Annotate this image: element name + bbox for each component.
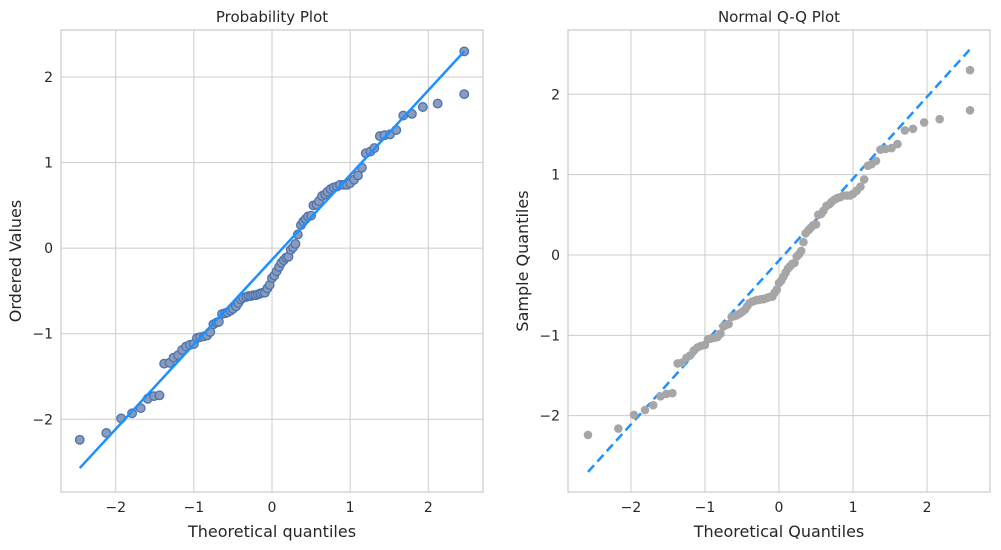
y-tick-label: 1	[44, 156, 53, 172]
x-tick-label: 0	[775, 500, 784, 516]
y-tick-label: −2	[32, 412, 53, 428]
data-point	[893, 139, 902, 149]
y-tick-label: −1	[539, 328, 560, 344]
data-point	[799, 237, 808, 247]
data-point	[935, 114, 944, 124]
data-point	[796, 246, 806, 256]
y-tick-labels: −2 −1 0 1 2	[539, 87, 560, 424]
chart-title: Probability Plot	[216, 8, 328, 26]
data-point	[648, 400, 658, 410]
x-tick-label: 2	[923, 500, 932, 516]
data-point	[716, 329, 725, 339]
data-point	[290, 238, 301, 249]
data-point	[614, 424, 623, 433]
data-point	[668, 388, 677, 398]
y-tick-label: 0	[551, 248, 560, 264]
data-point	[965, 65, 975, 75]
x-tick-label: −1	[184, 500, 205, 516]
data-point	[640, 405, 650, 415]
data-point	[859, 175, 869, 184]
chart-title: Normal Q-Q Plot	[718, 8, 840, 26]
data-point	[629, 410, 639, 420]
data-point	[908, 124, 918, 134]
fit-line	[78, 50, 466, 469]
data-point	[871, 156, 881, 166]
data-point	[811, 220, 821, 229]
data-point	[856, 182, 865, 191]
x-axis-label: Theoretical Quantiles	[693, 522, 865, 541]
y-axis-label: Ordered Values	[6, 200, 25, 322]
probability-plot-panel: −2 −1 0 1 2 −2 −1 0 1 2 Probability Plot Theoret…	[6, 8, 484, 541]
x-tick-label: −2	[621, 500, 642, 516]
fit-line-layer	[587, 48, 971, 473]
x-tick-label: −2	[105, 500, 126, 516]
points-layer	[74, 46, 470, 445]
x-tick-labels: −2 −1 0 1 2	[621, 500, 932, 516]
y-axis-label: Sample Quantiles	[513, 190, 532, 331]
x-axis-label: Theoretical quantiles	[187, 522, 356, 541]
x-tick-label: 1	[346, 500, 355, 516]
y-tick-label: −2	[539, 409, 560, 425]
points-layer	[583, 65, 975, 440]
data-point	[432, 98, 443, 109]
data-point	[900, 126, 910, 135]
y-tick-label: 1	[551, 168, 560, 184]
y-tick-label: 0	[44, 241, 53, 257]
y-tick-labels: −2 −1 0 1 2	[32, 70, 53, 428]
axes-frame	[567, 29, 991, 493]
data-point	[965, 106, 975, 115]
data-point	[459, 89, 470, 100]
data-point	[74, 434, 85, 445]
x-tick-label: 0	[268, 500, 277, 516]
data-point	[919, 118, 929, 127]
grid-lines	[568, 30, 990, 492]
fit-line	[587, 48, 971, 473]
data-point	[583, 430, 593, 440]
y-tick-label: 2	[44, 70, 53, 86]
x-tick-label: 1	[849, 500, 858, 516]
y-tick-label: 2	[551, 87, 560, 103]
data-point	[154, 390, 165, 401]
data-point	[724, 319, 733, 329]
normal-qq-plot-panel: −2 −1 0 1 2 −2 −1 0 1 2 Normal Q-Q Plot Theoreti…	[513, 8, 991, 541]
axes-frame	[60, 29, 484, 493]
data-point	[353, 170, 363, 181]
y-tick-label: −1	[32, 327, 53, 343]
x-tick-label: 2	[424, 500, 433, 516]
x-tick-label: −1	[695, 500, 716, 516]
fit-line-layer	[78, 50, 466, 469]
x-tick-labels: −2 −1 0 1 2	[105, 500, 432, 516]
data-point	[417, 102, 428, 112]
